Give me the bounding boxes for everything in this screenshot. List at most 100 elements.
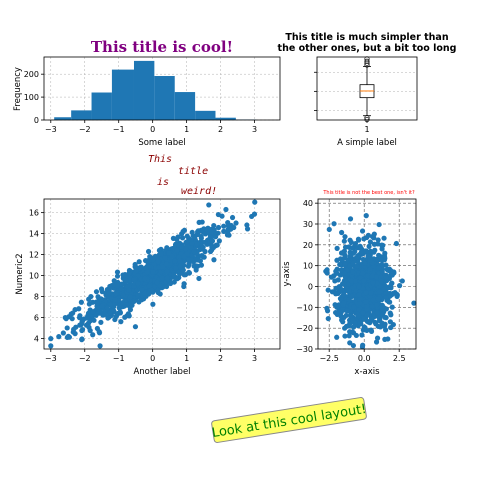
scatter-right-point [374,302,380,308]
scatter-right-ytick-label: −30 [296,345,313,354]
scatter-right-point [367,239,373,245]
scatter-right-xtick-label: −2.5 [319,354,338,363]
scatter-right-point [363,299,369,305]
boxplot-ticks: 1 [314,71,370,134]
scatter-right-point [359,332,365,338]
scatter-right-point [346,333,352,339]
scatter-left-point [164,275,170,281]
scatter-left-ytick-label: 8 [34,293,39,302]
scatter-left-point [78,299,84,305]
scatter-right-point [341,292,347,298]
scatter-left-point [72,331,78,337]
scatter-right-ytick-label: 40 [303,199,313,208]
scatter-left-point [214,242,220,248]
scatter-left-point [112,316,118,323]
scatter-right-point [334,304,340,310]
scatter-right-point [368,290,374,296]
histogram-xlabel: Some label [138,138,185,148]
scatter-left-point [221,228,227,234]
scatter-left-frame [43,198,281,350]
scatter-right-point [347,237,353,243]
scatter-right-point [334,334,340,340]
scatter-right-point [334,245,340,251]
scatter-left-point [209,229,215,235]
scatter-left-points [48,199,258,349]
scatter-left-point [195,228,201,234]
scatter-left-point [63,316,69,322]
scatter-right-point [369,303,375,310]
scatter-left-point [112,297,118,303]
scatter-left-point [244,226,251,232]
scatter-right-point [356,283,362,290]
scatter-right-point [347,253,353,259]
scatter-right-point [324,270,330,276]
histogram-bar [215,117,236,120]
scatter-left-point [221,223,227,229]
scatter-right-point [363,290,369,296]
scatter-right-point [375,265,382,271]
scatter-right-point [374,310,380,316]
scatter-left-point [171,271,177,278]
scatter-left-point [244,222,250,228]
histogram-chart: This title is cool! −3 −2 −1 0 1 2 3 0 100 200 So… [13,38,281,148]
scatter-left-point [133,264,139,271]
scatter-left-point [106,290,112,296]
boxplot-chart: This title is much simpler than the othe… [278,32,457,148]
scatter-right-point [389,271,395,277]
scatter-left-point [215,224,222,231]
scatter-right-point [354,263,360,269]
scatter-left-point [198,233,204,240]
scatter-left-point [48,336,54,342]
histogram-bar [154,76,175,120]
scatter-right-point [349,293,355,299]
scatter-left-point [180,267,186,273]
histogram-ylabel: Frequency [13,67,23,111]
scatter-left-point [120,292,126,298]
scatter-left-point [206,202,212,208]
scatter-right-point [333,291,339,297]
histogram-ytick-label: 0 [34,116,39,125]
scatter-right-point [334,270,340,276]
scatter-left-point [146,258,152,264]
scatter-right-ytick-label: 0 [308,283,313,292]
scatter-left-point [177,258,183,264]
scatter-left-xtick-label: 1 [184,354,189,363]
scatter-right-point [338,267,344,273]
scatter-left-point [118,285,124,292]
scatter-left-point [79,337,85,343]
scatter-left-point [252,199,258,205]
scatter-right-point [394,292,400,298]
scatter-right-point [342,325,348,331]
scatter-right-point [353,278,359,284]
scatter-right-point [375,237,381,243]
scatter-right-point [369,273,376,279]
scatter-right-point [342,234,348,240]
scatter-left-point [189,229,195,235]
scatter-left-point [127,294,133,300]
scatter-left-point [77,313,83,319]
histogram-ticks: −3 −2 −1 0 1 2 3 0 100 200 [24,70,257,134]
scatter-left-point [223,206,229,213]
scatter-right-point [383,327,389,333]
scatter-right-point [360,256,366,263]
scatter-left-point [135,281,141,287]
scatter-right-xtick-label: 2.5 [393,354,406,363]
scatter-left-point [125,311,131,317]
boxplot-xlabel: A simple label [337,138,397,148]
scatter-right-point [368,327,374,333]
scatter-right-ylabel: y-axis [282,261,292,287]
scatter-right-point [376,289,383,295]
scatter-left-xtick-label: 0 [150,354,155,363]
scatter-right-point [356,300,363,306]
scatter-right-point [347,329,353,335]
scatter-right-point [324,308,331,314]
scatter-left-grid [44,199,280,349]
scatter-right-ytick-label: −10 [296,303,313,312]
scatter-left-point [154,287,161,294]
scatter-left-point [188,245,194,251]
histogram-xtick-label: −2 [79,125,91,134]
scatter-left-point [164,269,170,275]
scatter-left-point [181,281,187,287]
scatter-right-point [355,236,362,242]
scatter-left-point [90,332,96,338]
